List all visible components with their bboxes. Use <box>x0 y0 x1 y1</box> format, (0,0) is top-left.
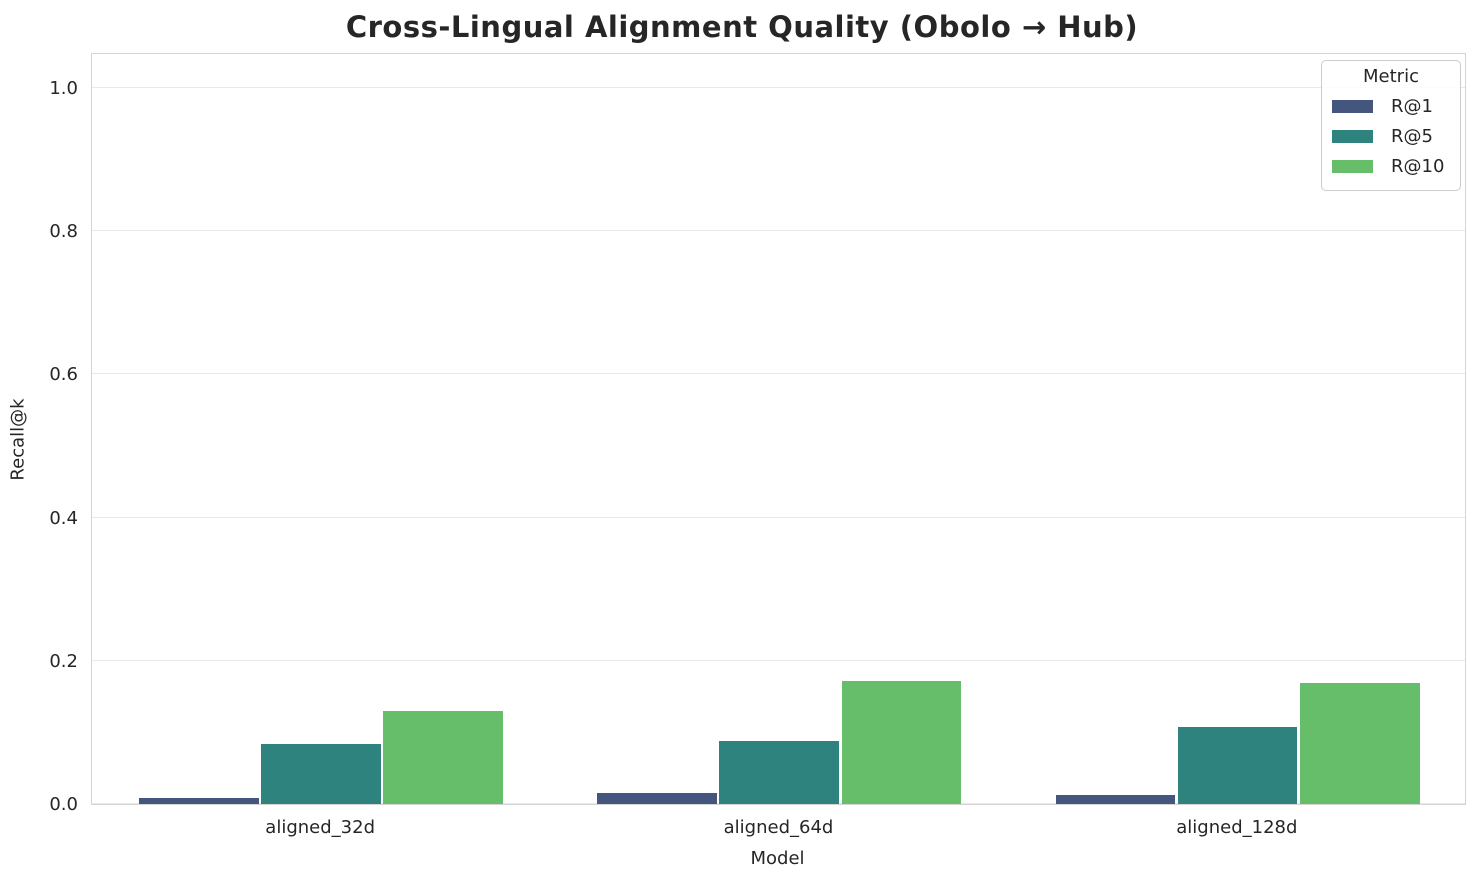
legend-swatch <box>1332 159 1373 173</box>
y-axis-label: Recall@k <box>7 398 29 481</box>
legend-title: Metric <box>1363 66 1419 87</box>
legend-items: R@1 R@5 R@10 <box>1332 91 1450 181</box>
bar-aligned_32d-R@10 <box>383 710 503 804</box>
x-tick-label: aligned_32d <box>265 817 375 838</box>
y-tick-label: 0.2 <box>49 650 78 672</box>
x-axis-label: Model <box>750 848 805 869</box>
gridline <box>92 230 1465 232</box>
legend-item-label: R@10 <box>1391 155 1445 177</box>
legend-item-label: R@1 <box>1391 95 1433 117</box>
gridline <box>92 373 1465 375</box>
legend-item-R@10: R@10 <box>1332 151 1450 181</box>
x-tick-label: aligned_64d <box>723 817 834 838</box>
bar-aligned_64d-R@1 <box>597 793 717 804</box>
bar-aligned_64d-R@10 <box>841 680 962 804</box>
bar-aligned_32d-R@1 <box>138 798 259 804</box>
gridline <box>92 516 1465 518</box>
bar-aligned_32d-R@5 <box>261 743 381 804</box>
legend-item-label: R@5 <box>1391 125 1433 147</box>
bar-aligned_128d-R@1 <box>1055 794 1176 804</box>
chart-title: Cross-Lingual Alignment Quality (Obolo →… <box>345 10 1139 44</box>
gridline <box>92 86 1465 88</box>
legend-item-R@5: R@5 <box>1332 121 1450 151</box>
legend-swatch <box>1332 129 1373 143</box>
legend-swatch <box>1332 99 1373 113</box>
y-tick-label: 0.0 <box>49 794 78 815</box>
legend-item-R@1: R@1 <box>1332 91 1450 121</box>
gridline <box>92 659 1465 661</box>
legend: Metric R@1 R@5 R@10 <box>1321 60 1461 191</box>
bar-aligned_128d-R@10 <box>1299 682 1420 804</box>
y-tick-label: 1.0 <box>49 77 78 99</box>
y-tick-label: 0.8 <box>49 221 78 243</box>
x-tick-label: aligned_128d <box>1176 817 1298 838</box>
y-tick-label: 0.6 <box>49 364 78 386</box>
bar-aligned_128d-R@5 <box>1177 727 1298 804</box>
plot-area <box>91 53 1466 805</box>
y-tick-label: 0.4 <box>49 507 78 529</box>
bar-aligned_64d-R@5 <box>719 740 840 804</box>
